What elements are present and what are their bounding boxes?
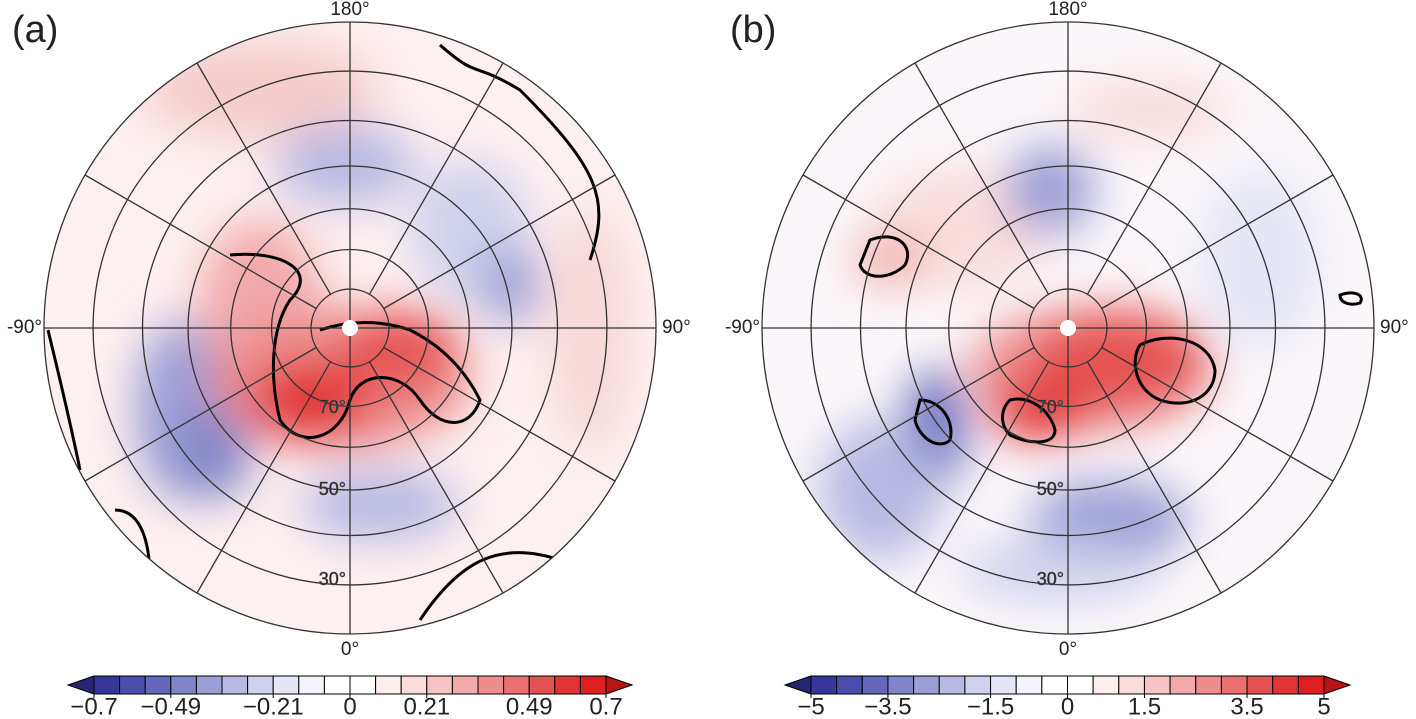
colorbar-box	[221, 675, 249, 695]
colorbar-box	[913, 675, 940, 695]
colorbar-tick-label: 0	[343, 693, 356, 719]
colorbar-box	[1143, 675, 1171, 695]
meridian	[383, 346, 616, 482]
lon-label: 90°	[1380, 317, 1409, 338]
colorbar-box	[298, 675, 325, 695]
colorbar-tick-label: 3.5	[1230, 693, 1263, 719]
colorbar-box	[810, 675, 838, 695]
meridian	[368, 62, 504, 295]
colorbar-box	[400, 675, 428, 695]
colorbar-tick-label: 5	[1317, 693, 1330, 719]
lon-label: 180°	[1048, 0, 1087, 20]
colorbar-tick-label: 0.49	[506, 693, 553, 719]
colorbar-box	[170, 675, 197, 695]
colorbar-extend	[605, 675, 634, 695]
lon-label: 180°	[330, 0, 369, 20]
meridian	[802, 346, 1035, 482]
meridian	[84, 346, 317, 482]
lon-label: 0°	[1059, 639, 1077, 660]
meridian	[914, 361, 1050, 594]
colorbar-box	[579, 675, 607, 695]
colorbar-box	[195, 675, 223, 695]
colorbar-box	[1041, 675, 1068, 695]
colorbar-box	[1118, 675, 1145, 695]
panel-label: (b)	[730, 9, 776, 51]
lat-label: 70°	[1037, 397, 1064, 417]
colorbar-tick-label: −5	[797, 693, 824, 719]
colorbar-tick-label: 0.7	[589, 693, 622, 719]
meridian	[1086, 62, 1222, 295]
colorbar-box	[1195, 675, 1222, 695]
colorbar-extend	[66, 675, 95, 695]
lat-label: 30°	[319, 569, 346, 589]
colorbar-box	[144, 675, 172, 695]
colorbar-box	[323, 675, 351, 695]
colorbar-box	[887, 675, 915, 695]
colorbar-box	[1246, 675, 1274, 695]
pole	[1060, 320, 1076, 336]
meridian	[1086, 361, 1222, 594]
lat-label: 70°	[319, 397, 346, 417]
meridian	[802, 174, 1035, 310]
lat-label: 30°	[1037, 569, 1064, 589]
colorbar-box	[836, 675, 863, 695]
colorbar-box	[861, 675, 889, 695]
colorbar-tick-label: −0.7	[70, 693, 117, 719]
colorbar-box	[349, 675, 377, 695]
lon-label: 90°	[662, 317, 691, 338]
colorbar-extend	[1323, 675, 1352, 695]
lat-label: 50°	[1037, 479, 1064, 499]
meridian	[383, 174, 616, 310]
colorbar-box	[554, 675, 581, 695]
colorbar-tick-label: −1.5	[967, 693, 1014, 719]
colorbar-tick-label: −3.5	[864, 693, 911, 719]
colorbar-box	[1297, 675, 1325, 695]
colorbar-box	[503, 675, 530, 695]
panel-label: (a)	[12, 9, 58, 51]
lon-label: -90°	[725, 317, 760, 338]
colorbar-tick-label: 0	[1061, 693, 1074, 719]
meridian	[84, 174, 317, 310]
meridian	[196, 361, 332, 594]
lon-label: -90°	[7, 317, 42, 338]
colorbar-box	[375, 675, 402, 695]
colorbar-box	[1169, 675, 1197, 695]
colorbar-box	[1272, 675, 1299, 695]
pole	[342, 320, 358, 336]
colorbar-tick-label: −0.49	[140, 693, 201, 719]
colorbar-box	[1092, 675, 1120, 695]
colorbar-box	[451, 675, 479, 695]
colorbar-box	[528, 675, 556, 695]
meridian	[1101, 174, 1334, 310]
colorbar-box	[272, 675, 300, 695]
lat-label: 50°	[319, 479, 346, 499]
colorbar-extend	[783, 675, 812, 695]
colorbar-tick-label: −0.21	[243, 693, 304, 719]
colorbar-box	[1067, 675, 1094, 695]
meridian	[196, 62, 332, 295]
colorbar-box	[426, 675, 453, 695]
labels: (a) 180°0°-90° 90°70°50°30°−0.7 −0.49 −0.21 0…	[7, 0, 1409, 719]
colorbar-box	[247, 675, 274, 695]
colorbar-box	[119, 675, 146, 695]
colorbar-box	[477, 675, 505, 695]
meridian	[914, 62, 1050, 295]
colorbar-box	[964, 675, 992, 695]
meridian	[1101, 346, 1334, 482]
lon-label: 0°	[341, 639, 359, 660]
colorbar-tick-label: 0.21	[403, 693, 450, 719]
colorbar-box	[1015, 675, 1043, 695]
colorbar-tick-label: 1.5	[1128, 693, 1161, 719]
graticule	[43, 21, 1375, 635]
colorbar-box	[93, 675, 121, 695]
meridian	[368, 361, 504, 594]
colorbar-box	[1220, 675, 1248, 695]
colorbar-box	[938, 675, 966, 695]
colorbar-box	[990, 675, 1017, 695]
